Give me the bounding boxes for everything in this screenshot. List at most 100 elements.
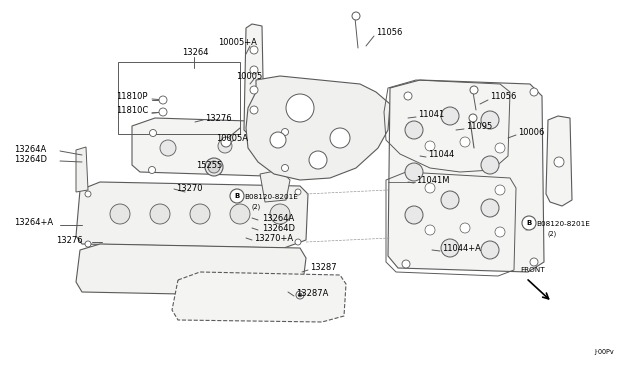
Text: 11044: 11044 [428, 150, 454, 158]
Text: (2): (2) [252, 204, 261, 210]
Text: 10005A: 10005A [216, 134, 248, 142]
Circle shape [309, 151, 327, 169]
Circle shape [441, 239, 459, 257]
Circle shape [250, 106, 258, 114]
Text: 11041M: 11041M [416, 176, 449, 185]
Bar [118, 62, 240, 134]
Circle shape [330, 128, 350, 148]
Text: 13276: 13276 [205, 113, 232, 122]
Polygon shape [388, 80, 544, 272]
Circle shape [402, 260, 410, 268]
Circle shape [270, 204, 290, 224]
Text: 10005: 10005 [236, 71, 262, 80]
Text: 11044+A: 11044+A [442, 244, 481, 253]
Circle shape [205, 158, 223, 176]
Text: 15255: 15255 [196, 160, 222, 170]
Text: 13264A: 13264A [14, 144, 46, 154]
Text: FRONT: FRONT [520, 267, 545, 273]
Circle shape [405, 206, 423, 224]
Circle shape [522, 216, 536, 230]
Text: 11810C: 11810C [116, 106, 148, 115]
Text: B: B [234, 193, 239, 199]
Circle shape [160, 140, 176, 156]
Circle shape [250, 46, 258, 54]
Circle shape [298, 293, 302, 297]
Circle shape [495, 185, 505, 195]
Circle shape [159, 108, 167, 116]
Circle shape [296, 291, 304, 299]
Polygon shape [546, 116, 572, 206]
Circle shape [554, 157, 564, 167]
Circle shape [230, 204, 250, 224]
Text: 13264: 13264 [182, 48, 208, 57]
Text: 11041: 11041 [418, 109, 444, 119]
Circle shape [481, 156, 499, 174]
Circle shape [405, 163, 423, 181]
Circle shape [148, 167, 156, 173]
Circle shape [460, 137, 470, 147]
Circle shape [250, 86, 258, 94]
Circle shape [352, 12, 360, 20]
Text: 13270+A: 13270+A [254, 234, 293, 243]
Circle shape [460, 223, 470, 233]
Circle shape [404, 92, 412, 100]
Circle shape [405, 121, 423, 139]
Polygon shape [172, 272, 346, 322]
Circle shape [441, 107, 459, 125]
Circle shape [495, 227, 505, 237]
Circle shape [221, 137, 231, 147]
Circle shape [425, 225, 435, 235]
Circle shape [230, 189, 244, 203]
Circle shape [282, 164, 289, 171]
Circle shape [441, 191, 459, 209]
Text: 13264D: 13264D [14, 154, 47, 164]
Text: 11056: 11056 [490, 92, 516, 100]
Circle shape [425, 183, 435, 193]
Polygon shape [244, 24, 264, 136]
Circle shape [470, 86, 478, 94]
Text: 13264+A: 13264+A [14, 218, 53, 227]
Circle shape [530, 258, 538, 266]
Polygon shape [132, 118, 290, 176]
Text: B08120-8201E: B08120-8201E [244, 194, 298, 200]
Text: 10005+A: 10005+A [218, 38, 257, 46]
Text: B: B [526, 220, 532, 226]
Polygon shape [260, 170, 290, 202]
Circle shape [295, 189, 301, 195]
Circle shape [295, 239, 301, 245]
Circle shape [150, 129, 157, 137]
Text: 13287: 13287 [310, 263, 337, 273]
Polygon shape [246, 76, 390, 180]
Text: (2): (2) [548, 231, 557, 237]
Circle shape [208, 161, 220, 173]
Circle shape [110, 204, 130, 224]
Circle shape [425, 141, 435, 151]
Circle shape [481, 111, 499, 129]
Circle shape [286, 94, 314, 122]
Circle shape [270, 132, 286, 148]
Circle shape [469, 114, 477, 122]
Text: 13287A: 13287A [296, 289, 328, 298]
Polygon shape [76, 244, 306, 296]
Circle shape [282, 128, 289, 135]
Circle shape [85, 241, 91, 247]
Circle shape [150, 204, 170, 224]
Text: 13270: 13270 [176, 183, 202, 192]
Circle shape [218, 139, 232, 153]
Text: 13264A: 13264A [262, 214, 294, 222]
Polygon shape [76, 147, 88, 192]
Text: 10006: 10006 [518, 128, 545, 137]
Text: 11056: 11056 [376, 28, 403, 36]
Circle shape [495, 143, 505, 153]
Text: J·00Pv: J·00Pv [594, 349, 614, 355]
Text: 11095: 11095 [466, 122, 492, 131]
Circle shape [190, 204, 210, 224]
Text: 13264D: 13264D [262, 224, 295, 232]
Circle shape [481, 241, 499, 259]
Circle shape [250, 66, 258, 74]
Circle shape [530, 88, 538, 96]
Circle shape [481, 199, 499, 217]
Text: 13276: 13276 [56, 235, 83, 244]
Circle shape [159, 96, 167, 104]
Circle shape [85, 191, 91, 197]
